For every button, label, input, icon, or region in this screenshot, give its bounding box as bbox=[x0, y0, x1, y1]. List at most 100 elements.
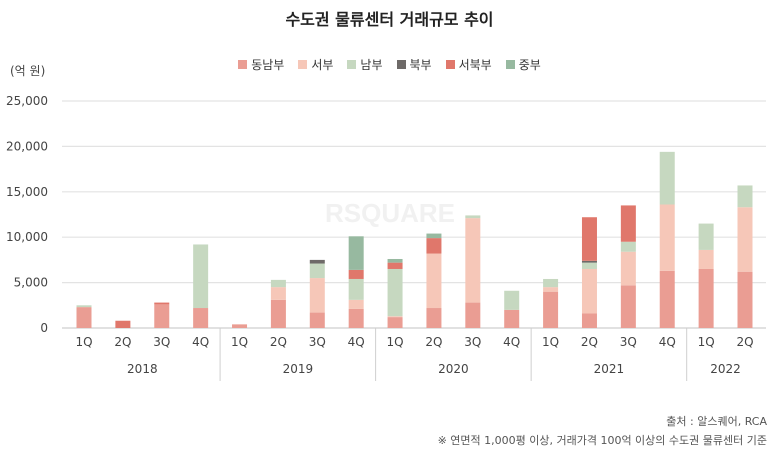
y-tick-label: 10,000 bbox=[6, 230, 48, 244]
source-text: 출처 : 알스퀘어, RCA bbox=[666, 415, 767, 428]
year-label: 2021 bbox=[594, 362, 625, 376]
legend-item: 남부 bbox=[347, 56, 383, 73]
bar-segment bbox=[387, 268, 403, 317]
bar-segment bbox=[426, 233, 442, 239]
bar-segment bbox=[659, 151, 675, 205]
bar-segment bbox=[387, 262, 403, 269]
x-tick-label: 3Q bbox=[464, 335, 481, 349]
bar-segment bbox=[348, 299, 364, 309]
x-tick-label: 1Q bbox=[387, 335, 404, 349]
bar-segment bbox=[387, 317, 403, 328]
x-tick-label: 1Q bbox=[698, 335, 715, 349]
bar-segment bbox=[581, 262, 597, 269]
bar-segment bbox=[232, 324, 248, 328]
bar-segment bbox=[543, 278, 559, 288]
bar-segment bbox=[193, 244, 209, 309]
legend-item: 중부 bbox=[505, 56, 541, 73]
bar-segment bbox=[348, 308, 364, 328]
bar-segment bbox=[581, 268, 597, 314]
legend-label: 서부 bbox=[311, 58, 334, 72]
bar-segment bbox=[270, 279, 286, 288]
legend-item: 북부 bbox=[396, 56, 432, 73]
legend-label: 서북부 bbox=[458, 58, 492, 72]
x-tick-label: 2Q bbox=[736, 335, 753, 349]
x-tick-label: 4Q bbox=[659, 335, 676, 349]
legend-swatch bbox=[396, 60, 406, 69]
bar-segment bbox=[620, 241, 636, 252]
bar-segment bbox=[426, 238, 442, 254]
bar-segment bbox=[270, 287, 286, 300]
bar-segment bbox=[465, 218, 481, 303]
x-tick-label: 4Q bbox=[348, 335, 365, 349]
y-axis-label: (억 원) bbox=[10, 64, 46, 78]
bar-segment bbox=[348, 236, 364, 270]
watermark: RSQUARE bbox=[325, 198, 455, 228]
bar-segment bbox=[737, 207, 753, 272]
bar-segment bbox=[620, 205, 636, 242]
y-tick-label: 20,000 bbox=[6, 139, 48, 153]
x-tick-label: 1Q bbox=[542, 335, 559, 349]
bar-segment bbox=[659, 270, 675, 328]
x-tick-label: 3Q bbox=[153, 335, 170, 349]
x-tick-label: 4Q bbox=[503, 335, 520, 349]
bar-segment bbox=[309, 312, 325, 328]
bar-segment bbox=[115, 320, 131, 328]
x-tick-label: 4Q bbox=[192, 335, 209, 349]
bar-segment bbox=[465, 215, 481, 219]
y-tick-label: 15,000 bbox=[6, 185, 48, 199]
bar-segment bbox=[270, 299, 286, 328]
bar-segment bbox=[348, 278, 364, 300]
bar-segment bbox=[581, 260, 597, 263]
bar-segment bbox=[504, 309, 520, 328]
note-text: ※ 연면적 1,000평 이상, 거래가격 100억 이상의 수도권 물류센터 … bbox=[437, 434, 767, 447]
bar-segment bbox=[154, 304, 170, 328]
bar-segment bbox=[193, 308, 209, 328]
x-tick-label: 3Q bbox=[309, 335, 326, 349]
bar-segment bbox=[698, 223, 714, 250]
legend: 동남부 서부 남부 북부 서북부 중부 bbox=[0, 56, 779, 73]
y-tick-label: 5,000 bbox=[14, 276, 48, 290]
x-tick-label: 2Q bbox=[425, 335, 442, 349]
legend-label: 북부 bbox=[409, 58, 432, 72]
legend-swatch bbox=[238, 60, 248, 69]
x-tick-label: 2Q bbox=[114, 335, 131, 349]
legend-label: 남부 bbox=[360, 58, 383, 72]
legend-item: 서부 bbox=[298, 56, 333, 73]
x-tick-label: 1Q bbox=[231, 335, 248, 349]
y-tick-label: 25,000 bbox=[6, 94, 48, 108]
bar-segment bbox=[309, 278, 325, 313]
year-label: 2019 bbox=[283, 362, 314, 376]
bar-segment bbox=[309, 259, 325, 264]
bar-segment bbox=[543, 291, 559, 328]
legend-label: 동남부 bbox=[251, 58, 285, 72]
bar-segment bbox=[543, 287, 559, 292]
chart-title: 수도권 물류센터 거래규모 추이 bbox=[285, 10, 494, 29]
bar-segment bbox=[737, 271, 753, 328]
bar-segment bbox=[581, 313, 597, 328]
legend-label: 중부 bbox=[518, 58, 541, 72]
bar-segment bbox=[737, 185, 753, 208]
x-tick-label: 2Q bbox=[270, 335, 287, 349]
bar-segment bbox=[387, 258, 403, 263]
year-label: 2018 bbox=[127, 362, 158, 376]
legend-item: 서북부 bbox=[445, 56, 492, 73]
bar-segment bbox=[76, 305, 92, 308]
bar-segment bbox=[698, 268, 714, 328]
bar-segment bbox=[659, 204, 675, 271]
bar-segment bbox=[348, 269, 364, 279]
year-label: 2022 bbox=[710, 362, 741, 376]
legend-item: 동남부 bbox=[238, 56, 284, 73]
bar-segment bbox=[309, 263, 325, 279]
bar-segment bbox=[76, 307, 92, 328]
bar-segment bbox=[698, 249, 714, 269]
bar-segment bbox=[581, 217, 597, 261]
x-tick-label: 3Q bbox=[620, 335, 637, 349]
x-tick-label: 2Q bbox=[581, 335, 598, 349]
bar-segment bbox=[504, 290, 520, 310]
bar-segment bbox=[387, 316, 403, 318]
year-label: 2020 bbox=[438, 362, 469, 376]
legend-swatch bbox=[347, 60, 357, 69]
bar-segment bbox=[620, 251, 636, 286]
legend-swatch bbox=[505, 60, 515, 69]
